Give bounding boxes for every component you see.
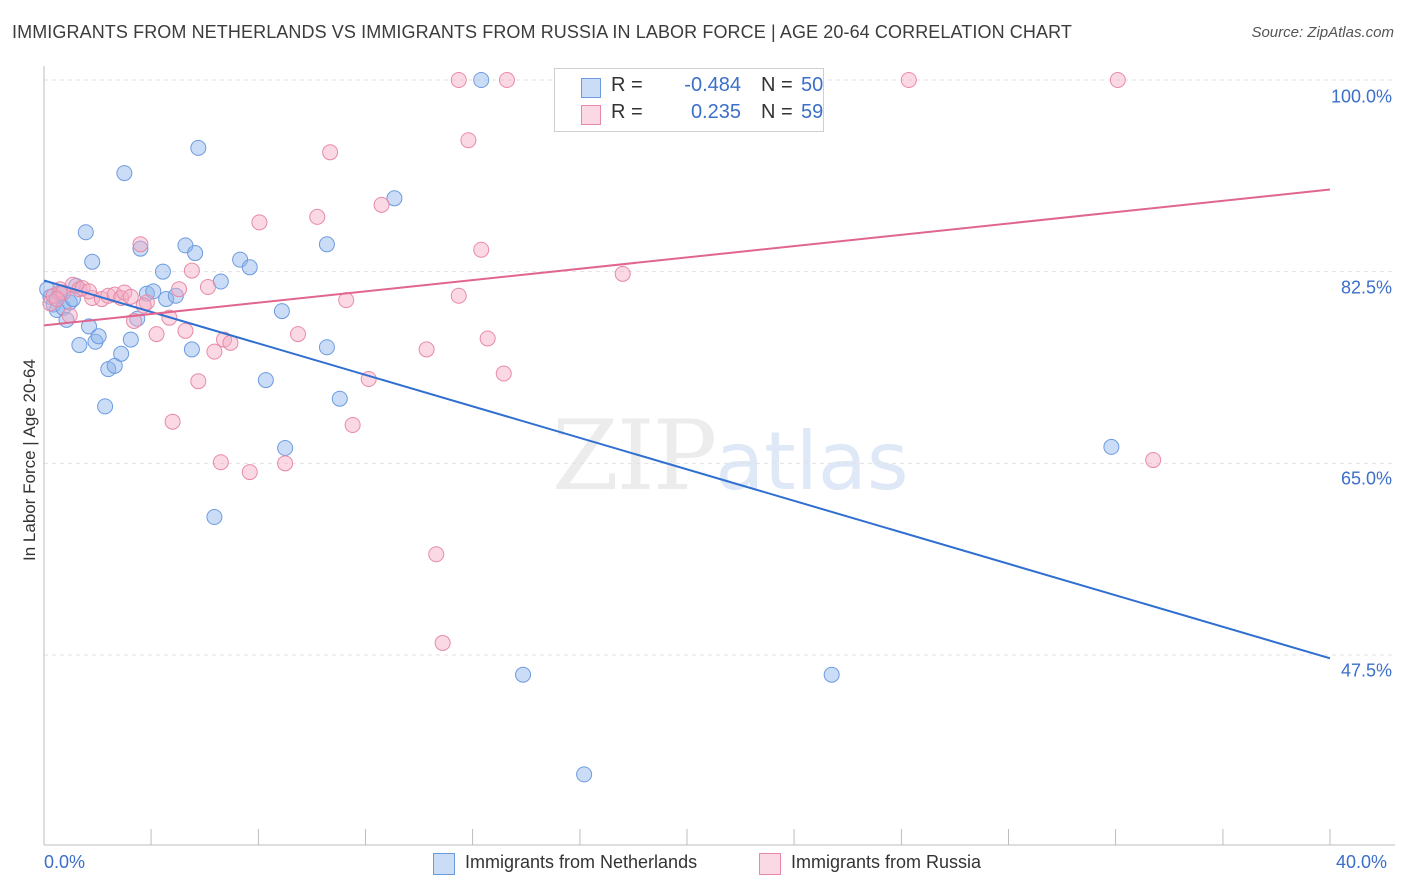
r-value: -0.484 <box>684 74 741 96</box>
russia-point <box>148 326 165 343</box>
russia-point <box>177 322 194 339</box>
netherlands-point <box>113 345 130 362</box>
russia-trendline <box>43 188 1331 327</box>
stats-legend: R = -0.484 N = 50 R = 0.235 N = 59 <box>554 68 824 132</box>
russia-point <box>473 241 490 258</box>
russia-point <box>460 132 477 149</box>
chart-title: IMMIGRANTS FROM NETHERLANDS VS IMMIGRANT… <box>12 22 1072 42</box>
netherlands-point <box>318 236 335 253</box>
netherlands-point <box>331 390 348 407</box>
russia-point <box>132 236 149 253</box>
r-label: R = <box>611 74 643 96</box>
russia-point <box>434 634 451 651</box>
netherlands-point <box>515 666 532 683</box>
russia-point <box>212 454 229 471</box>
y-tick-82-5: 82.5% <box>1340 277 1392 298</box>
n-label: N = <box>761 74 793 96</box>
russia-point <box>183 262 200 279</box>
netherlands-point <box>77 224 94 241</box>
x-tick-min: 0.0% <box>44 852 86 872</box>
y-tick-100: 100.0% <box>1330 86 1392 107</box>
netherlands-point <box>386 190 403 207</box>
netherlands-point <box>823 666 840 683</box>
netherlands-point <box>154 263 171 280</box>
source-label: Source: ZipAtlas.com <box>1251 24 1394 41</box>
netherlands-point <box>206 509 223 525</box>
netherlands-trendline <box>43 279 1331 660</box>
russia-point <box>495 365 512 382</box>
netherlands-point <box>1103 438 1120 455</box>
netherlands-swatch <box>433 853 455 875</box>
russia-point <box>450 72 467 88</box>
watermark-zip: ZIP <box>552 400 717 512</box>
russia-point <box>251 214 268 231</box>
legend-label: Immigrants from Netherlands <box>465 852 698 872</box>
netherlands-point <box>273 303 290 320</box>
netherlands-point <box>138 285 155 302</box>
russia-point <box>1109 72 1126 88</box>
netherlands-point <box>241 259 258 276</box>
russia-point <box>428 546 445 563</box>
russia-point <box>61 307 78 324</box>
russia-point <box>289 326 306 343</box>
netherlands-point <box>183 341 200 358</box>
russia-point <box>164 413 181 430</box>
x-tick-max: 40.0% <box>1336 852 1388 872</box>
n-value: 59 <box>801 101 824 123</box>
russia-swatch <box>759 853 781 875</box>
y-axis-label: In Labor Force | Age 20-64 <box>20 359 39 561</box>
netherlands-point <box>84 253 101 270</box>
russia-point <box>199 279 216 295</box>
russia-point <box>450 287 467 304</box>
netherlands-point <box>190 139 207 156</box>
russia-point <box>614 265 631 282</box>
bottom-legend: Immigrants from Netherlands Immigrants f… <box>0 852 1406 878</box>
russia-point <box>206 343 223 360</box>
y-tick-65: 65.0% <box>1340 468 1392 489</box>
russia-point <box>1145 452 1162 469</box>
russia-point <box>171 281 188 298</box>
n-value: 50 <box>801 74 824 96</box>
russia-point <box>322 144 339 161</box>
russia-point <box>190 373 207 390</box>
netherlands-point <box>90 328 107 345</box>
russia-point <box>277 455 294 472</box>
r-value: 0.235 <box>690 101 741 123</box>
netherlands-point <box>116 165 133 182</box>
netherlands-point <box>64 291 81 308</box>
legend-label: Immigrants from Russia <box>791 852 982 872</box>
russia-point <box>900 72 917 88</box>
russia-point <box>48 291 65 308</box>
netherlands-point <box>576 766 593 783</box>
netherlands-point <box>81 318 98 335</box>
netherlands-point <box>473 72 490 88</box>
netherlands-point <box>187 245 204 262</box>
netherlands-point <box>122 331 139 348</box>
n-label: N = <box>761 101 793 123</box>
russia-point <box>479 330 496 347</box>
watermark: ZIPatlas <box>552 400 909 512</box>
netherlands-point <box>257 372 274 389</box>
russia-point <box>373 196 390 213</box>
netherlands-point <box>277 440 294 456</box>
netherlands-swatch <box>581 78 601 98</box>
r-label: R = <box>611 101 643 123</box>
russia-point <box>344 417 361 433</box>
netherlands-point <box>97 398 114 415</box>
russia-point <box>309 208 326 225</box>
russia-point <box>418 341 435 358</box>
netherlands-point <box>318 339 335 356</box>
russia-point <box>498 72 515 88</box>
netherlands-point <box>132 240 149 257</box>
russia-swatch <box>581 105 601 125</box>
russia-point <box>241 464 258 481</box>
watermark-atlas: atlas <box>715 415 909 508</box>
netherlands-point <box>158 291 175 308</box>
russia-point <box>122 288 139 305</box>
y-tick-47-5: 47.5% <box>1340 660 1392 681</box>
netherlands-point <box>71 337 88 354</box>
